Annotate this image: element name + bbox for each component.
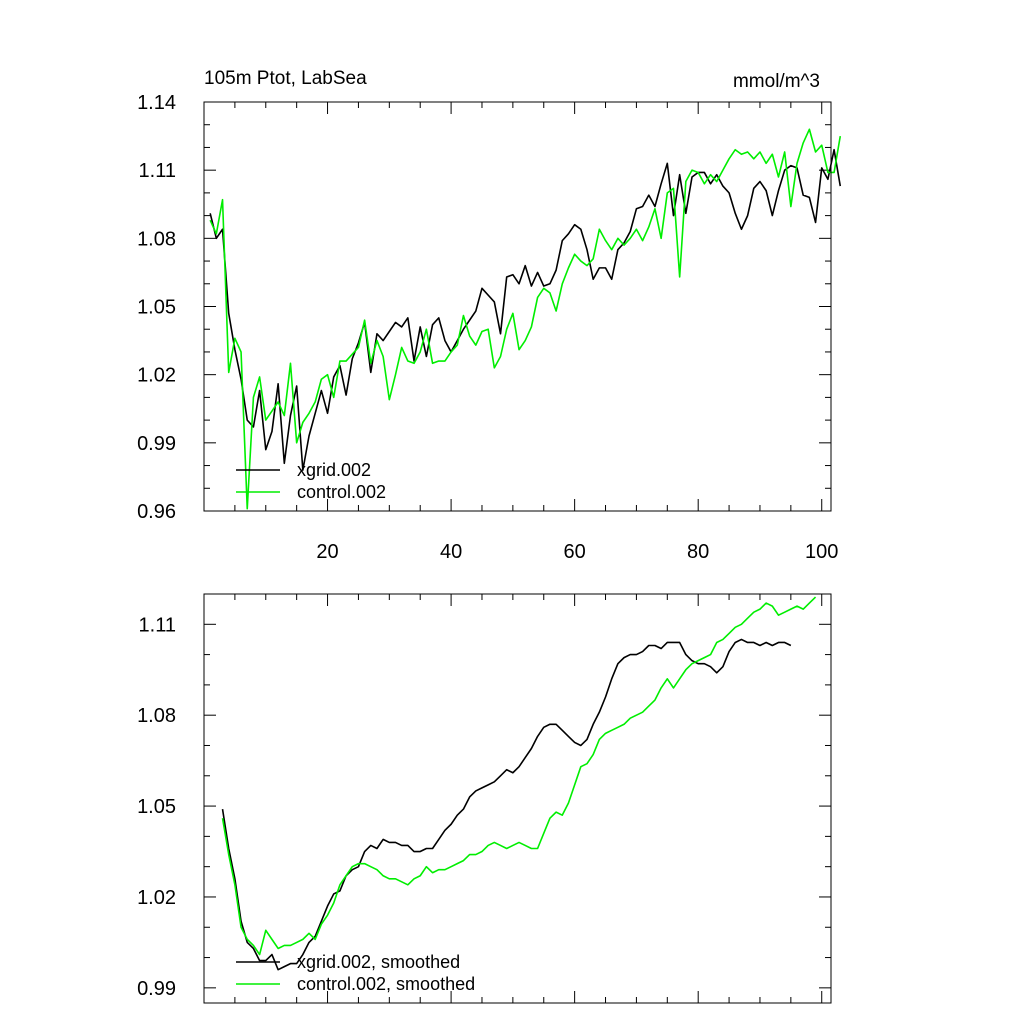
top-panel: 20 40 60 80 1000.960.991.021.051.081.111.14 … (137, 68, 842, 563)
bottom-panel-ticks (204, 593, 831, 1003)
y-tick-label: 1.08 (137, 705, 176, 727)
bottom-panel: 0.99 1.02 1.05 1.08 1.11 xgrid.002, smoothed… (137, 593, 832, 1004)
y-tick-label: 1.02 (137, 887, 176, 909)
x-tick-label: 100 (805, 541, 838, 563)
series-line-control (221, 596, 817, 956)
y-tick-label: 1.02 (137, 365, 176, 387)
legend-label: xgrid.002 (297, 460, 371, 480)
y-tick-label: 0.99 (137, 978, 176, 1000)
legend-label: control.002 (297, 482, 386, 502)
x-tick-label: 60 (564, 541, 586, 563)
y-tick-label: 1.11 (139, 614, 176, 636)
bottom-panel-series (221, 596, 817, 971)
x-tick-label: 40 (440, 541, 462, 563)
top-panel-ticks (204, 101, 831, 512)
chart-units: mmol/m^3 (733, 71, 820, 92)
y-tick-label: 1.05 (137, 796, 176, 818)
top-panel-frame (203, 101, 832, 512)
y-tick-label: 1.05 (137, 297, 176, 319)
y-tick-label: 1.14 (137, 92, 176, 114)
series-line-control (209, 128, 842, 510)
y-tick-label: 1.08 (137, 228, 176, 250)
chart-title: 105m Ptot, LabSea (204, 68, 367, 89)
series-line-xgrid (221, 638, 792, 971)
x-tick-label: 20 (316, 541, 338, 563)
legend-label: xgrid.002, smoothed (297, 952, 460, 972)
y-tick-label: 0.99 (137, 433, 176, 455)
x-tick-label: 80 (687, 541, 709, 563)
top-panel-series (209, 128, 842, 510)
top-panel-tick-labels: 20 40 60 80 100 0.96 0.99 1.02 1.05 1.08 1.11 1.14 (137, 92, 838, 563)
y-tick-label: 0.96 (137, 501, 176, 523)
bottom-panel-frame (203, 593, 832, 1004)
bottom-panel-tick-labels: 0.99 1.02 1.05 1.08 1.11 (137, 614, 176, 1000)
y-tick-label: 1.11 (139, 160, 176, 182)
series-line-xgrid (209, 148, 842, 471)
legend-label: control.002, smoothed (297, 974, 475, 994)
